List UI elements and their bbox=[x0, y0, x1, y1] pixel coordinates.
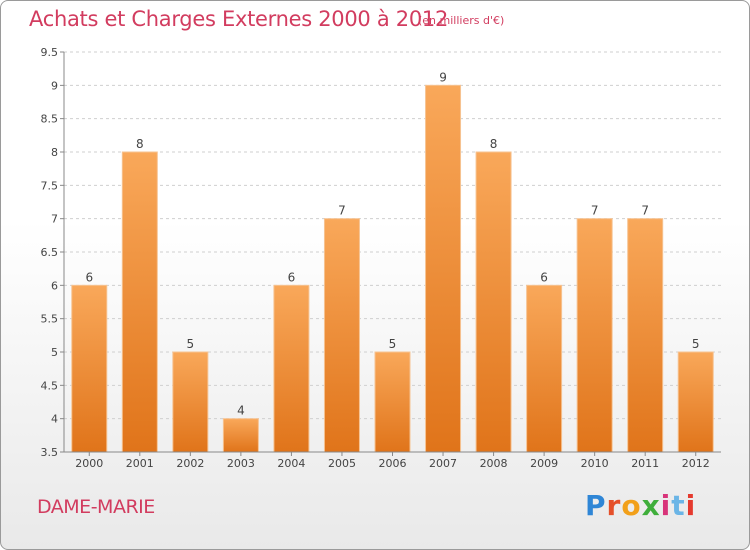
data-label: 7 bbox=[591, 204, 599, 218]
data-label: 7 bbox=[338, 204, 346, 218]
brand-letter: r bbox=[606, 489, 622, 522]
x-tick-label: 2006 bbox=[379, 457, 407, 470]
bar-2000 bbox=[71, 284, 108, 453]
bar-2007 bbox=[425, 84, 462, 453]
x-tick-label: 2000 bbox=[75, 457, 103, 470]
y-tick-label: 4 bbox=[51, 413, 58, 426]
x-tick-label: 2003 bbox=[227, 457, 255, 470]
place-name: DAME-MARIE bbox=[37, 496, 155, 518]
bar-2002 bbox=[172, 351, 209, 453]
bar-2011 bbox=[627, 218, 664, 453]
y-tick-label: 6.5 bbox=[41, 246, 59, 259]
y-tick-label: 8.5 bbox=[41, 113, 59, 126]
data-label: 6 bbox=[85, 270, 93, 284]
brand-letter: i bbox=[685, 489, 697, 522]
brand-letter: x bbox=[641, 489, 661, 522]
bar-2001 bbox=[121, 151, 158, 453]
y-tick-label: 8 bbox=[51, 146, 58, 159]
brand-letter: t bbox=[671, 489, 686, 522]
brand-logo: Proxiti bbox=[585, 489, 696, 522]
axes: 3.5 4 4.5 5 5.5 6 6.5 7 7.5 8 8.5 9 9.5 2000 2001 2002 2… bbox=[41, 46, 721, 470]
x-tick-label: 2001 bbox=[126, 457, 154, 470]
bar-2004 bbox=[273, 284, 310, 453]
y-tick-label: 6 bbox=[51, 279, 58, 292]
data-label: 4 bbox=[237, 404, 245, 418]
y-tick-label: 9 bbox=[51, 79, 58, 92]
bar-2003 bbox=[222, 418, 259, 453]
x-tick-label: 2004 bbox=[277, 457, 305, 470]
data-label: 5 bbox=[389, 337, 397, 351]
data-label: 8 bbox=[136, 137, 144, 151]
data-label: 7 bbox=[641, 204, 649, 218]
data-label: 9 bbox=[439, 70, 447, 84]
y-tick-label: 9.5 bbox=[41, 46, 59, 59]
x-tick-label: 2011 bbox=[631, 457, 659, 470]
x-tick-label: 2005 bbox=[328, 457, 356, 470]
chart-title: Achats et Charges Externes 2000 à 2012 bbox=[29, 7, 449, 31]
y-tick-label: 3.5 bbox=[41, 446, 59, 459]
chart-unit: (en milliers d'€) bbox=[418, 14, 505, 27]
data-label: 5 bbox=[692, 337, 700, 351]
bar-2009 bbox=[526, 284, 563, 453]
x-tick-label: 2008 bbox=[480, 457, 508, 470]
data-label: 5 bbox=[187, 337, 195, 351]
data-label: 6 bbox=[540, 270, 548, 284]
brand-letter: i bbox=[660, 489, 672, 522]
data-label: 6 bbox=[288, 270, 296, 284]
x-tick-label: 2007 bbox=[429, 457, 457, 470]
x-tick-label: 2002 bbox=[176, 457, 204, 470]
y-tick-label: 7.5 bbox=[41, 179, 59, 192]
y-tick-label: 5 bbox=[51, 346, 58, 359]
y-tick-label: 4.5 bbox=[41, 379, 59, 392]
bars: 6 8 5 4 6 7 5 9 8 6 7 7 5 bbox=[71, 70, 714, 453]
x-tick-label: 2012 bbox=[682, 457, 710, 470]
x-tick-label: 2010 bbox=[581, 457, 609, 470]
bar-2010 bbox=[576, 218, 613, 453]
bar-2012 bbox=[677, 351, 714, 453]
data-label: 8 bbox=[490, 137, 498, 151]
brand-letter: o bbox=[621, 489, 642, 522]
y-tick-label: 7 bbox=[51, 213, 58, 226]
y-tick-label: 5.5 bbox=[41, 313, 59, 326]
bar-2005 bbox=[323, 218, 360, 453]
brand-letter: P bbox=[585, 489, 607, 522]
bar-2006 bbox=[374, 351, 411, 453]
bar-2008 bbox=[475, 151, 512, 453]
x-tick-label: 2009 bbox=[530, 457, 558, 470]
